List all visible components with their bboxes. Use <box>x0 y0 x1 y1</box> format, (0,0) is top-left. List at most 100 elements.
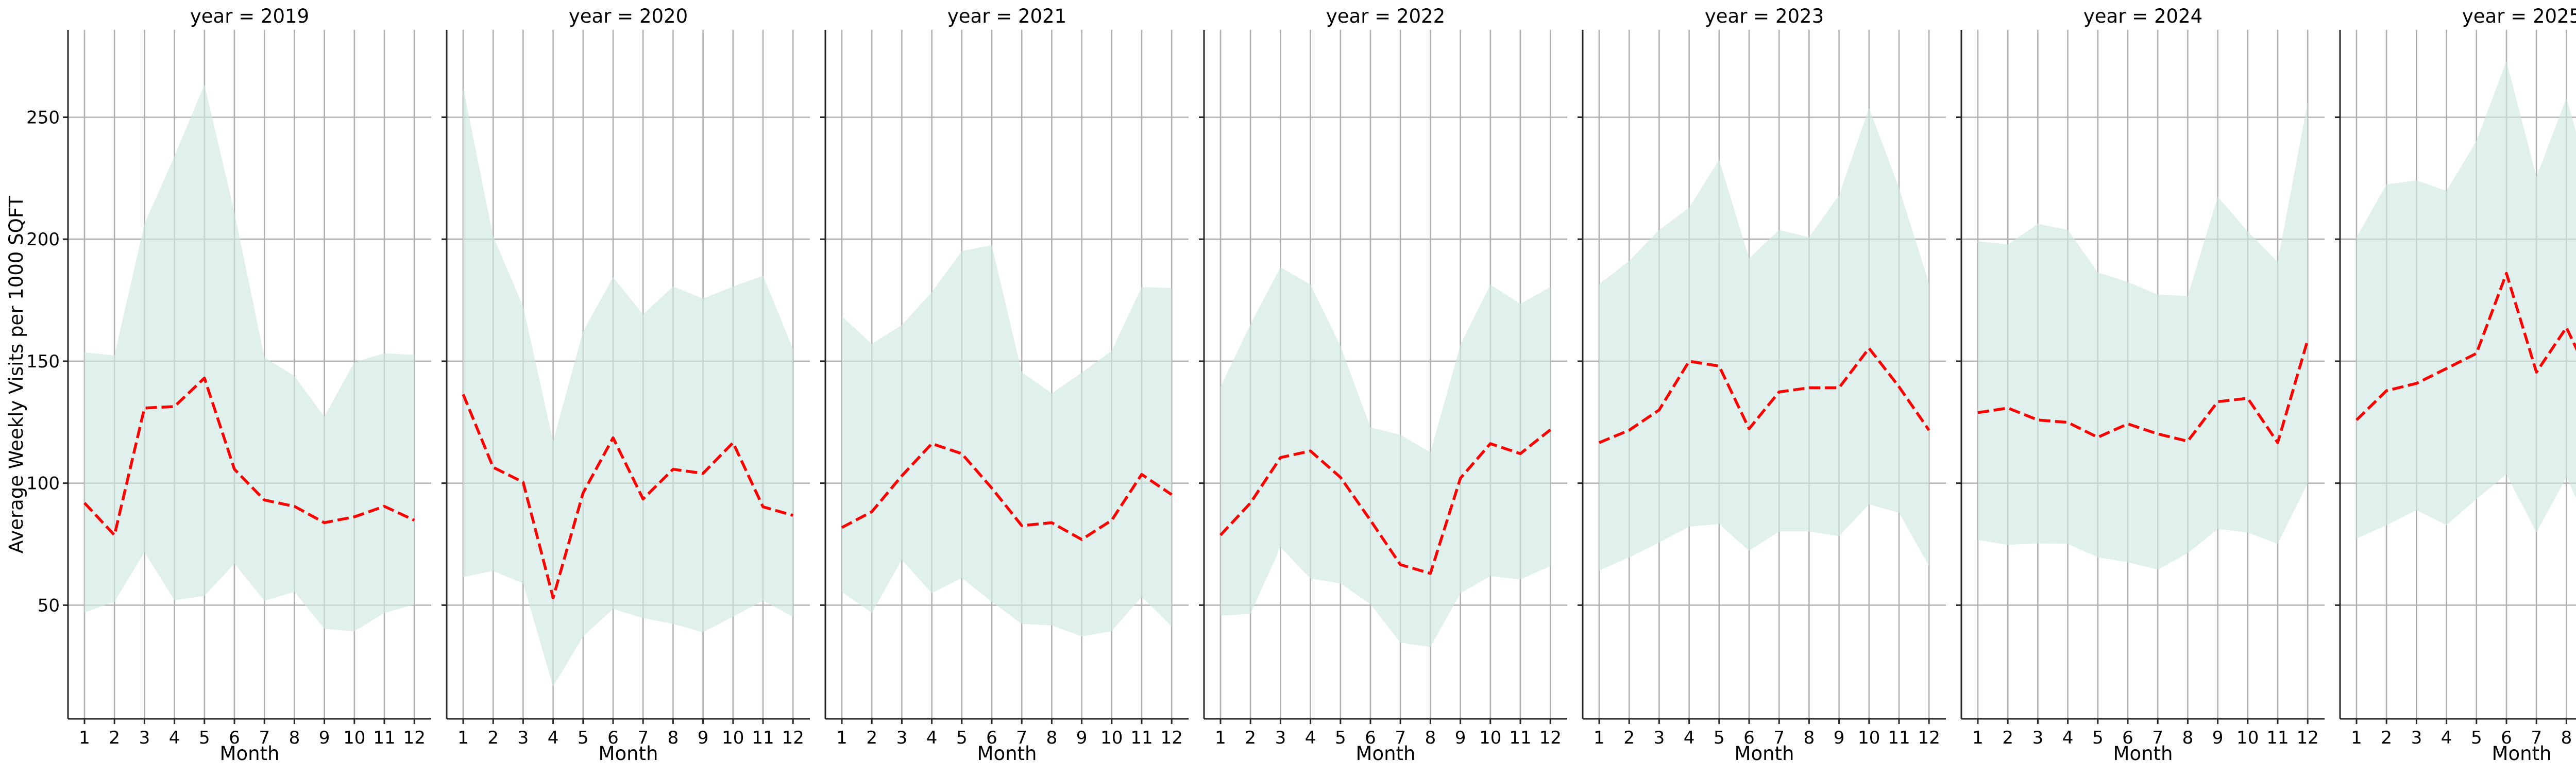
x-tick-label: 12 <box>403 728 426 748</box>
x-tick-label: 9 <box>1834 728 1845 748</box>
x-tick-label: 6 <box>1743 728 1755 748</box>
x-tick-label: 5 <box>199 728 210 748</box>
x-tick-label: 10 <box>343 728 365 748</box>
x-tick-label: 4 <box>1684 728 1695 748</box>
x-tick-label: 7 <box>2152 728 2163 748</box>
x-tick-label: 4 <box>2062 728 2074 748</box>
median-line <box>1219 428 1551 575</box>
x-tick-label: 8 <box>289 728 300 748</box>
x-tick-label: 9 <box>698 728 709 748</box>
x-tick-label: 4 <box>926 728 938 748</box>
panel-title: year = 2025 <box>2462 5 2576 27</box>
x-tick-label: 1 <box>2351 728 2362 748</box>
x-tick-label: 2 <box>1245 728 1256 748</box>
x-tick-label: 10 <box>2236 728 2259 748</box>
x-tick-label: 12 <box>1918 728 1940 748</box>
x-tick-label: 3 <box>2411 728 2422 748</box>
x-tick-label: 6 <box>1365 728 1376 748</box>
median-line <box>1598 347 1930 444</box>
x-axis-label: Month <box>599 743 658 765</box>
x-tick-label: 5 <box>2092 728 2104 748</box>
x-tick-label: 10 <box>1100 728 1123 748</box>
x-tick-label: 5 <box>1714 728 1725 748</box>
panel-title: year = 2020 <box>569 5 688 27</box>
x-tick-label: 4 <box>1305 728 1316 748</box>
x-tick-label: 4 <box>548 728 559 748</box>
x-axis-label: Month <box>2492 743 2552 765</box>
x-tick-label: 5 <box>956 728 968 748</box>
percentile-band <box>1978 102 2308 570</box>
x-tick-label: 10 <box>722 728 744 748</box>
percentile-band <box>1599 108 1929 571</box>
x-tick-label: 6 <box>2122 728 2133 748</box>
median-line <box>1977 339 2309 444</box>
x-tick-label: 2 <box>866 728 877 748</box>
x-tick-label: 11 <box>1888 728 1910 748</box>
x-tick-label: 12 <box>1161 728 1183 748</box>
x-tick-label: 12 <box>782 728 804 748</box>
x-tick-label: 10 <box>1479 728 1501 748</box>
x-tick-label: 1 <box>79 728 90 748</box>
x-tick-label: 5 <box>2471 728 2482 748</box>
x-tick-label: 3 <box>896 728 908 748</box>
x-tick-label: 4 <box>169 728 180 748</box>
x-axis-label: Month <box>1735 743 1794 765</box>
x-tick-label: 2 <box>2381 728 2392 748</box>
panel-title: year = 2022 <box>1326 5 1445 27</box>
x-tick-label: 8 <box>1425 728 1436 748</box>
panel-title: year = 2024 <box>2083 5 2202 27</box>
x-tick-label: 6 <box>607 728 619 748</box>
x-tick-label: 1 <box>1594 728 1605 748</box>
x-tick-label: 7 <box>1773 728 1785 748</box>
x-tick-label: 3 <box>1654 728 1665 748</box>
x-tick-label: 3 <box>518 728 529 748</box>
x-tick-label: 8 <box>1046 728 1058 748</box>
median-line <box>462 394 793 599</box>
percentile-band <box>842 245 1172 636</box>
x-tick-label: 6 <box>986 728 997 748</box>
x-tick-label: 1 <box>1972 728 1984 748</box>
x-tick-label: 11 <box>1130 728 1153 748</box>
y-tick-label: 200 <box>26 229 60 250</box>
x-tick-label: 1 <box>457 728 469 748</box>
x-tick-label: 1 <box>1215 728 1226 748</box>
x-tick-label: 6 <box>2501 728 2512 748</box>
percentile-band <box>1221 267 1551 647</box>
y-axis-label: Average Weekly Visits per 1000 SQFT <box>5 196 27 553</box>
x-axis-label: Month <box>977 743 1037 765</box>
median-line <box>841 442 1173 541</box>
x-tick-label: 7 <box>637 728 649 748</box>
y-tick-label: 250 <box>26 107 60 128</box>
x-tick-label: 3 <box>1275 728 1286 748</box>
x-tick-label: 3 <box>2032 728 2044 748</box>
percentile-band <box>84 85 415 632</box>
x-tick-label: 8 <box>668 728 679 748</box>
x-tick-label: 11 <box>2266 728 2289 748</box>
x-tick-label: 2 <box>2002 728 2013 748</box>
x-tick-label: 5 <box>1335 728 1346 748</box>
x-tick-label: 12 <box>2297 728 2319 748</box>
x-tick-label: 12 <box>1539 728 1562 748</box>
panel-title: year = 2019 <box>190 5 309 27</box>
y-tick-label: 50 <box>38 595 60 616</box>
median-line <box>2355 272 2576 422</box>
percentile-band <box>463 88 793 687</box>
percentile-band <box>2357 61 2576 539</box>
x-axis-label: Month <box>2113 743 2173 765</box>
x-tick-label: 7 <box>259 728 270 748</box>
x-tick-label: 10 <box>1858 728 1880 748</box>
x-axis-label: Month <box>1356 743 1416 765</box>
x-tick-label: 7 <box>1395 728 1406 748</box>
panel-title: year = 2021 <box>947 5 1066 27</box>
x-tick-label: 9 <box>1076 728 1088 748</box>
